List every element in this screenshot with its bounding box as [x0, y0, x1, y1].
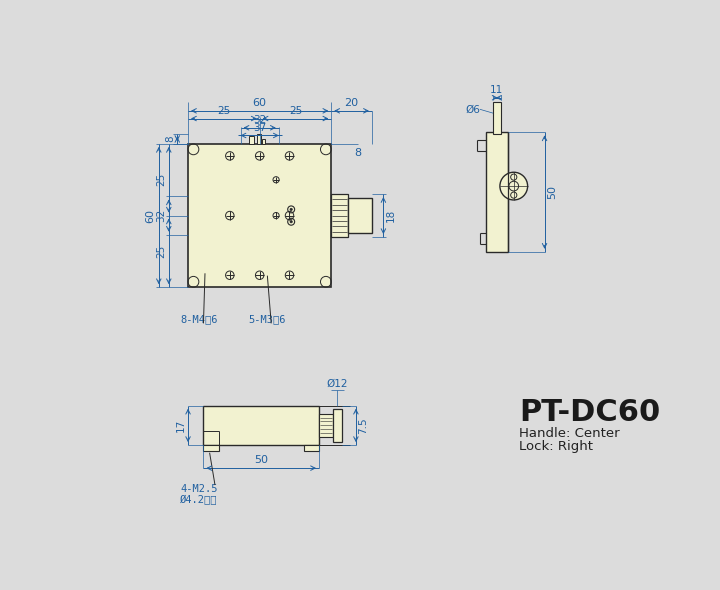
Text: Lock: Right: Lock: Right — [519, 440, 593, 453]
Bar — [262, 139, 265, 144]
Text: 11: 11 — [490, 86, 503, 96]
Text: 8: 8 — [355, 148, 361, 158]
Text: 50: 50 — [548, 185, 558, 199]
Text: 37: 37 — [253, 123, 266, 133]
Text: 25: 25 — [289, 106, 302, 116]
Text: 50: 50 — [254, 455, 268, 465]
Text: 25: 25 — [156, 173, 166, 186]
Bar — [486, 132, 508, 252]
Text: PT-DC60: PT-DC60 — [519, 398, 660, 427]
Text: 8: 8 — [165, 136, 175, 142]
Text: 32: 32 — [253, 116, 266, 126]
Bar — [304, 445, 319, 451]
Text: 25: 25 — [156, 245, 166, 258]
Bar — [249, 136, 254, 144]
Text: 20: 20 — [344, 98, 359, 108]
Text: 4-M2.5
Ø4.2沉孔: 4-M2.5 Ø4.2沉孔 — [180, 484, 218, 505]
Text: 7.5: 7.5 — [359, 417, 368, 434]
Text: 60: 60 — [253, 98, 266, 108]
Bar — [333, 409, 342, 442]
Bar — [188, 144, 331, 287]
Text: 18: 18 — [386, 209, 396, 222]
Bar — [204, 406, 319, 445]
Bar — [319, 414, 333, 437]
Circle shape — [290, 208, 292, 211]
Text: 25: 25 — [217, 106, 230, 116]
Text: 32: 32 — [156, 209, 166, 222]
Circle shape — [290, 221, 292, 223]
Bar — [493, 101, 500, 134]
Text: Ø6: Ø6 — [465, 104, 480, 114]
Text: 5-M3淸6: 5-M3淸6 — [248, 314, 286, 324]
Text: 60: 60 — [145, 208, 156, 222]
Bar — [204, 445, 219, 451]
Bar — [257, 134, 261, 144]
Text: 8-M4淸6: 8-M4淸6 — [180, 314, 218, 324]
Text: Ø12: Ø12 — [327, 379, 348, 389]
Circle shape — [500, 172, 528, 200]
Bar — [348, 198, 372, 232]
Text: 17: 17 — [176, 419, 186, 432]
Text: Handle: Center: Handle: Center — [519, 427, 620, 440]
Bar — [331, 194, 348, 237]
